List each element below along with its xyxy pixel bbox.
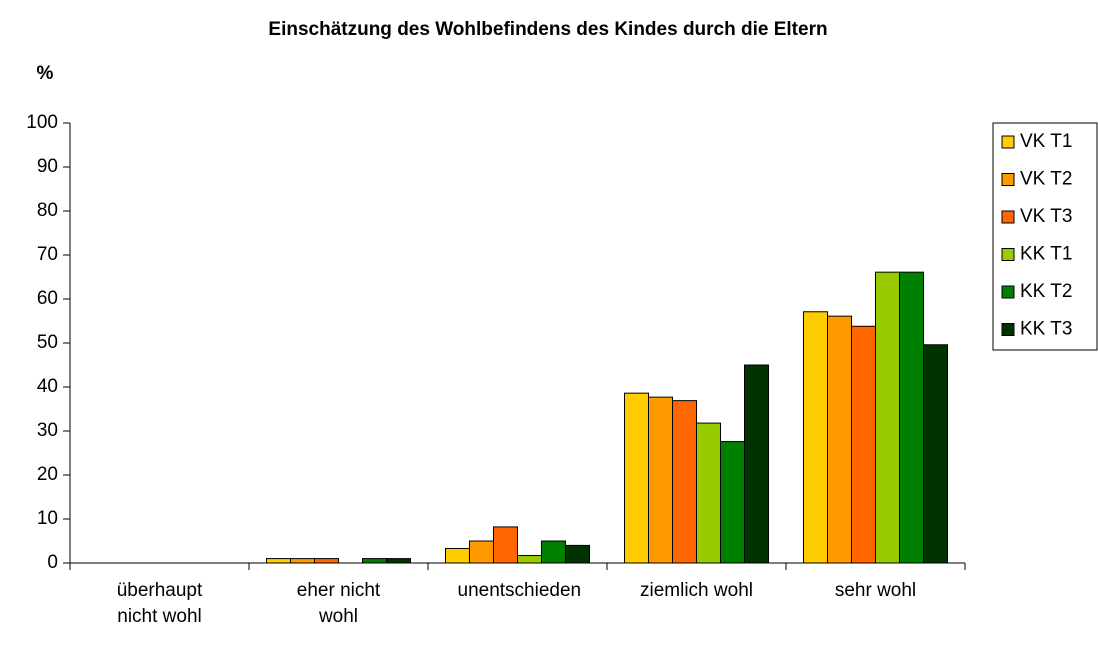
bar: [266, 558, 291, 564]
legend-label: KK T1: [1020, 244, 1072, 265]
x-label-box: sehr wohl: [776, 578, 976, 604]
bar: [445, 547, 470, 564]
chart-title: Einschätzung des Wohlbefindens des Kinde…: [268, 19, 827, 40]
legend-swatch: [1001, 248, 1015, 261]
legend-swatch: [1001, 135, 1015, 149]
legend-label: KK T3: [1020, 319, 1072, 340]
y-tick-label: 0: [47, 552, 58, 573]
y-tick-label: 20: [37, 464, 58, 485]
bar: [541, 540, 566, 564]
bar: [386, 558, 411, 564]
y-tick-label: 90: [37, 156, 58, 177]
x-tick-label: eher nicht wohl: [296, 580, 381, 627]
x-tick-label: sehr wohl: [834, 580, 917, 601]
y-tick-label: 70: [37, 244, 58, 265]
x-tick-label: unentschieden: [457, 580, 582, 601]
bar: [827, 315, 852, 564]
x-label-box: ziemlich wohl: [597, 578, 797, 604]
bar: [803, 311, 828, 564]
bar: [565, 544, 590, 564]
y-tick-label: 80: [37, 200, 58, 221]
bar: [696, 422, 721, 564]
y-tick-label: 10: [37, 508, 58, 529]
bar: [362, 558, 387, 564]
bar: [469, 540, 494, 564]
y-tick-label: 60: [37, 288, 58, 309]
legend-label: VK T2: [1020, 169, 1072, 190]
bar: [923, 344, 948, 564]
legend-label: KK T2: [1020, 281, 1072, 302]
bar: [314, 558, 339, 564]
bar: [672, 400, 697, 564]
x-label-box: unentschieden: [418, 578, 618, 604]
y-axis-label: %: [37, 63, 54, 84]
legend-label: VK T1: [1020, 131, 1072, 152]
bar: [899, 271, 924, 564]
bar: [290, 558, 315, 564]
bar: [624, 392, 649, 564]
y-tick-label: 40: [37, 376, 58, 397]
bar: [493, 526, 518, 564]
y-tick-label: 50: [37, 332, 58, 353]
x-tick-label: überhaupt nicht wohl: [116, 580, 203, 627]
bar: [744, 364, 769, 564]
x-label-box: überhaupt nicht wohl: [60, 578, 260, 630]
legend-swatch: [1001, 210, 1015, 224]
bar: [851, 325, 876, 564]
y-tick-label: 30: [37, 420, 58, 441]
legend-swatch: [1001, 323, 1015, 336]
y-tick-label: 100: [26, 112, 58, 133]
bar: [517, 555, 542, 564]
bar: [648, 396, 673, 564]
bar: [875, 271, 900, 564]
legend-swatch: [1001, 173, 1015, 186]
x-tick-label: ziemlich wohl: [640, 580, 753, 601]
legend-swatch: [1001, 285, 1015, 299]
x-label-box: eher nicht wohl: [239, 578, 439, 630]
bar: [720, 441, 745, 564]
legend-box: [992, 122, 1098, 351]
legend-label: VK T3: [1020, 206, 1072, 227]
